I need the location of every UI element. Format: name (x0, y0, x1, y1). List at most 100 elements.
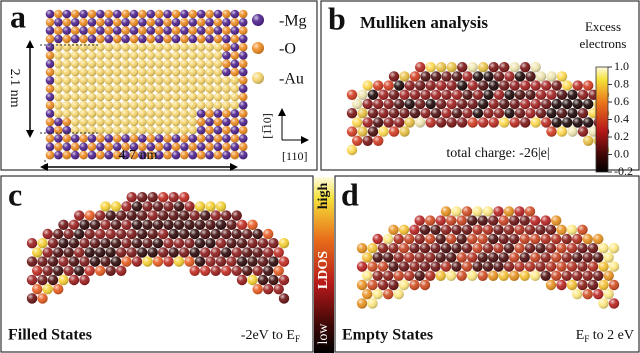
atom-shine (174, 256, 184, 266)
atom-shine (546, 280, 556, 290)
atom-shine (130, 84, 139, 93)
atom-shine (247, 238, 257, 248)
atom-shine (368, 90, 378, 100)
atom-shine (253, 284, 263, 294)
atom-shine (373, 99, 383, 109)
atom-shine (184, 256, 194, 266)
atom-shine (111, 238, 121, 248)
atom-shine (556, 243, 566, 253)
atom-shine (85, 229, 95, 239)
atom-shine (420, 225, 430, 235)
atom-shine (430, 225, 440, 235)
atom-shine (520, 234, 530, 244)
atom-shine (121, 51, 130, 60)
atom-shine (54, 18, 63, 27)
atom-shine (363, 117, 373, 127)
atom-shine (205, 84, 214, 93)
atom-shine (105, 51, 114, 60)
atom-shine (197, 51, 206, 60)
atom-shine (71, 84, 80, 93)
colorbar-title: electrons (580, 36, 627, 51)
atom-shine (100, 238, 110, 248)
atom-shine (130, 118, 139, 127)
atom-shine (163, 68, 172, 77)
atom-shine (239, 10, 248, 19)
atom-shine (457, 62, 467, 72)
atom-shine (190, 210, 200, 220)
atom-shine (46, 51, 55, 60)
atom-shine (96, 109, 105, 118)
atom-shine (253, 247, 263, 257)
atom-shine (48, 275, 58, 285)
atom-shine (462, 90, 472, 100)
atom-shine (362, 271, 372, 281)
atom-shine (105, 151, 114, 160)
atom-shine (431, 108, 441, 118)
atom-shine (46, 143, 55, 152)
atom-shine (106, 229, 116, 239)
atom-shine (530, 252, 540, 262)
atom-shine (63, 18, 72, 27)
atom-shine (180, 60, 189, 69)
atom-shine (231, 76, 240, 85)
atom-shine (588, 280, 598, 290)
atom-shine (425, 215, 435, 225)
atom-shine (222, 26, 231, 35)
atom-shine (274, 247, 284, 257)
atom-shine (578, 126, 588, 136)
atom-shine (54, 51, 63, 60)
atom-shine (520, 271, 530, 281)
atom-shine (197, 118, 206, 127)
colorbar-tick-label: 0.0 (614, 146, 629, 160)
atom-shine (105, 143, 114, 152)
atom-shine (436, 252, 446, 262)
atom-shine (483, 206, 493, 216)
atom-shine (142, 220, 152, 230)
colorbar (596, 67, 608, 172)
atom-shine (106, 247, 116, 257)
atom-shine (530, 234, 540, 244)
atom-shine (593, 234, 603, 244)
atom-shine (54, 143, 63, 152)
atom-shine (426, 62, 436, 72)
atom-shine (197, 93, 206, 102)
atom-shine (130, 35, 139, 44)
atom-shine (373, 271, 383, 281)
atom-shine (147, 76, 156, 85)
atom-shine (214, 60, 223, 69)
atom-shine (583, 136, 593, 146)
atom-shine (96, 134, 105, 143)
atom-shine (567, 243, 577, 253)
atom-shine (147, 68, 156, 77)
atom-shine (253, 229, 263, 239)
atom-shine (205, 76, 214, 85)
atom-shine (556, 225, 566, 235)
atom-shine (231, 51, 240, 60)
atom-shine (467, 215, 477, 225)
arrow-head (26, 130, 34, 138)
atom-shine (211, 229, 221, 239)
atom-shine (205, 93, 214, 102)
atom-shine (46, 10, 55, 19)
width-label: 4.7 nm (119, 148, 158, 163)
atom-shine (197, 84, 206, 93)
atom-shine (116, 266, 126, 276)
atom-shine (197, 10, 206, 19)
atom-shine (138, 101, 147, 110)
atom-shine (138, 68, 147, 77)
atom-shine (85, 266, 95, 276)
atom-shine (258, 256, 268, 266)
atom-shine (593, 289, 603, 299)
atom-shine (180, 68, 189, 77)
atom-shine (222, 109, 231, 118)
atom-shine (111, 256, 121, 266)
atom-shine (546, 90, 556, 100)
atom-shine (121, 26, 130, 35)
atom-shine (163, 134, 172, 143)
atom-shine (158, 247, 168, 257)
atom-shine (153, 220, 163, 230)
atom-shine (378, 90, 388, 100)
atom-shine (46, 84, 55, 93)
atom-shine (504, 243, 514, 253)
atom-shine (63, 109, 72, 118)
